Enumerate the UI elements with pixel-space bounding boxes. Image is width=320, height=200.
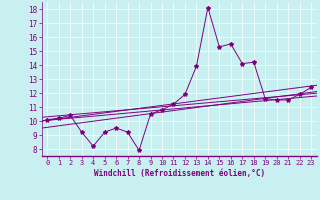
X-axis label: Windchill (Refroidissement éolien,°C): Windchill (Refroidissement éolien,°C) xyxy=(94,169,265,178)
